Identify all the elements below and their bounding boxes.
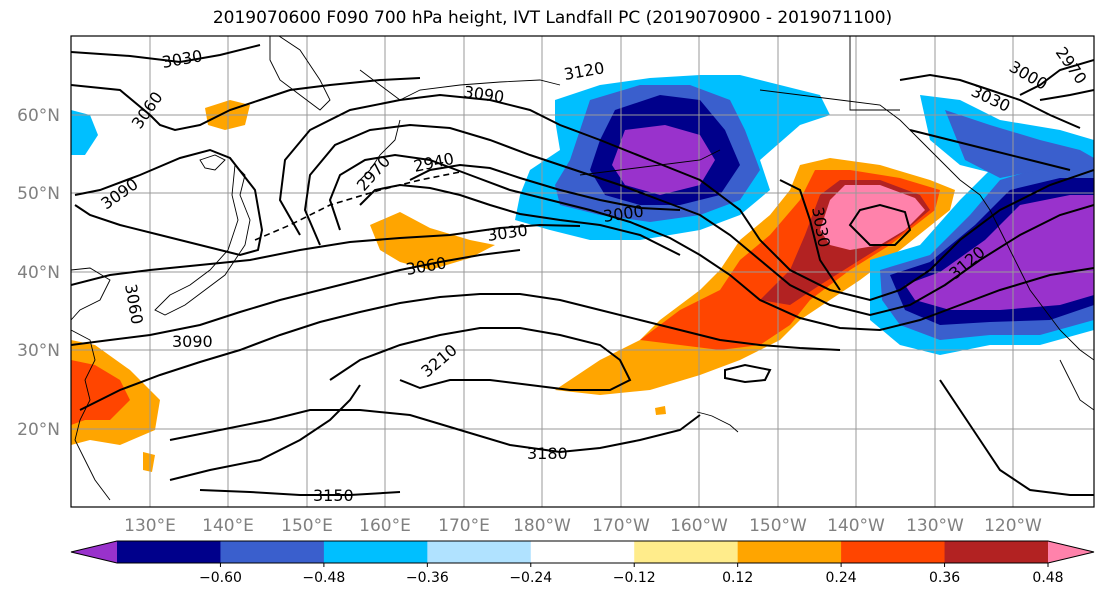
- colorbar-swatch: [841, 541, 946, 563]
- lat-label: 60°N: [17, 106, 60, 126]
- colorbar-tick-label: −0.12: [613, 570, 656, 586]
- colorbar: −0.60 −0.48 −0.36 −0.24 −0.12 0.12 0.24 0.36 0.4…: [70, 540, 1095, 586]
- colorbar-swatch: [737, 541, 842, 563]
- colorbar-tick-label: 0.48: [1032, 570, 1063, 586]
- colorbar-swatch: [220, 541, 325, 563]
- colorbar-swatch: [71, 541, 117, 563]
- lon-label: 140°E: [202, 516, 254, 536]
- contour-label: 3180: [527, 444, 568, 463]
- colorbar-swatch: [323, 541, 428, 563]
- lat-label: 50°N: [17, 184, 60, 204]
- lon-label: 170°E: [438, 516, 490, 536]
- lon-label: 170°W: [592, 516, 650, 536]
- longitude-labels: 130°E 140°E 150°E 160°E 170°E 180°W 170°…: [124, 516, 1042, 536]
- colorbar-swatch: [944, 541, 1049, 563]
- map-plot-area: 3030 3060 3090 3120 3090 2940 2970 3000 …: [71, 36, 1094, 507]
- colorbar-swatch: [1048, 541, 1094, 563]
- lat-label: 30°N: [17, 341, 60, 361]
- lon-label: 150°E: [281, 516, 333, 536]
- colorbar-swatch: [117, 541, 221, 563]
- map-title: 2019070600 F090 700 hPa height, IVT Land…: [212, 8, 893, 28]
- ivt-negative-shading: [71, 75, 1094, 355]
- lon-label: 130°W: [906, 516, 964, 536]
- lon-label: 150°W: [749, 516, 807, 536]
- height-contours: [71, 44, 1094, 496]
- colorbar-tick-label: 0.36: [929, 570, 960, 586]
- lon-label: 140°W: [827, 516, 885, 536]
- contour-label: 3090: [172, 332, 213, 351]
- lon-label: 160°W: [670, 516, 728, 536]
- lon-label: 120°W: [984, 516, 1042, 536]
- colorbar-tick-label: −0.36: [406, 570, 449, 586]
- lon-label: 180°W: [513, 516, 571, 536]
- colorbar-tick-label: −0.24: [509, 570, 552, 586]
- colorbar-swatch: [530, 541, 635, 563]
- colorbar-swatch: [634, 541, 739, 563]
- colorbar-tick-label: 0.24: [826, 570, 857, 586]
- latitude-labels: 60°N 50°N 40°N 30°N 20°N: [17, 106, 60, 440]
- colorbar-tick-label: 0.12: [722, 570, 753, 586]
- map-frame: [70, 35, 1095, 508]
- contour-label: 3150: [313, 486, 354, 505]
- lon-label: 160°E: [359, 516, 411, 536]
- lat-label: 40°N: [17, 263, 60, 283]
- colorbar-outline: [70, 540, 1095, 564]
- colorbar-tick-label: −0.60: [199, 570, 242, 586]
- lat-label: 20°N: [17, 420, 60, 440]
- colorbar-swatch: [427, 541, 532, 563]
- coastlines: [71, 36, 1094, 501]
- colorbar-tick-label: −0.48: [302, 570, 345, 586]
- dashed-contour: [254, 171, 461, 241]
- lon-label: 130°E: [124, 516, 176, 536]
